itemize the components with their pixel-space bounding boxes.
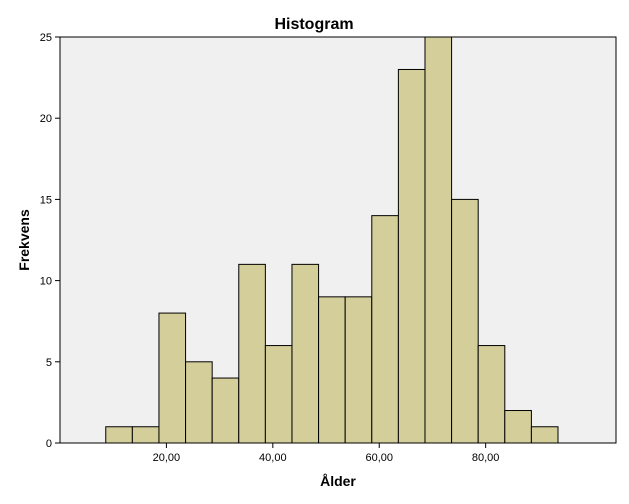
histogram-bar (211, 377, 240, 444)
histogram-bar (291, 263, 320, 444)
histogram-bar (185, 361, 213, 444)
histogram-bar (344, 296, 373, 444)
y-tick-label: 15 (40, 194, 52, 206)
histogram-bar (397, 68, 426, 444)
y-tick-label: 20 (40, 113, 52, 125)
x-axis-label: Ålder (320, 473, 356, 489)
histogram-bar (158, 312, 187, 444)
bars-group (105, 36, 559, 444)
histogram-bar (105, 426, 133, 444)
y-tick-label: 0 (46, 438, 52, 450)
histogram-bar (264, 345, 293, 444)
y-tick-label: 5 (46, 357, 52, 369)
x-tick-label: 20,00 (153, 452, 181, 464)
y-axis-label: Frekvens (16, 209, 32, 271)
ticks-group: 0 5 10 15 20 25 20,00 40,00 60,00 80,00 (40, 32, 500, 464)
x-tick-label: 40,00 (259, 452, 287, 464)
histogram-bar (424, 36, 453, 444)
histogram-bar (318, 296, 346, 444)
histogram-bar (530, 426, 559, 444)
histogram-bar (504, 410, 532, 444)
histogram-bar (451, 198, 479, 444)
x-tick-label: 80,00 (472, 452, 500, 464)
x-tick-label: 60,00 (365, 452, 393, 464)
y-tick-label: 10 (40, 276, 52, 288)
histogram-bar (477, 345, 506, 444)
histogram-bar (371, 215, 399, 444)
histogram-bar (238, 263, 266, 444)
chart-title: Histogram (274, 16, 353, 33)
y-tick-label: 25 (40, 32, 52, 44)
histogram-bar (131, 426, 160, 444)
